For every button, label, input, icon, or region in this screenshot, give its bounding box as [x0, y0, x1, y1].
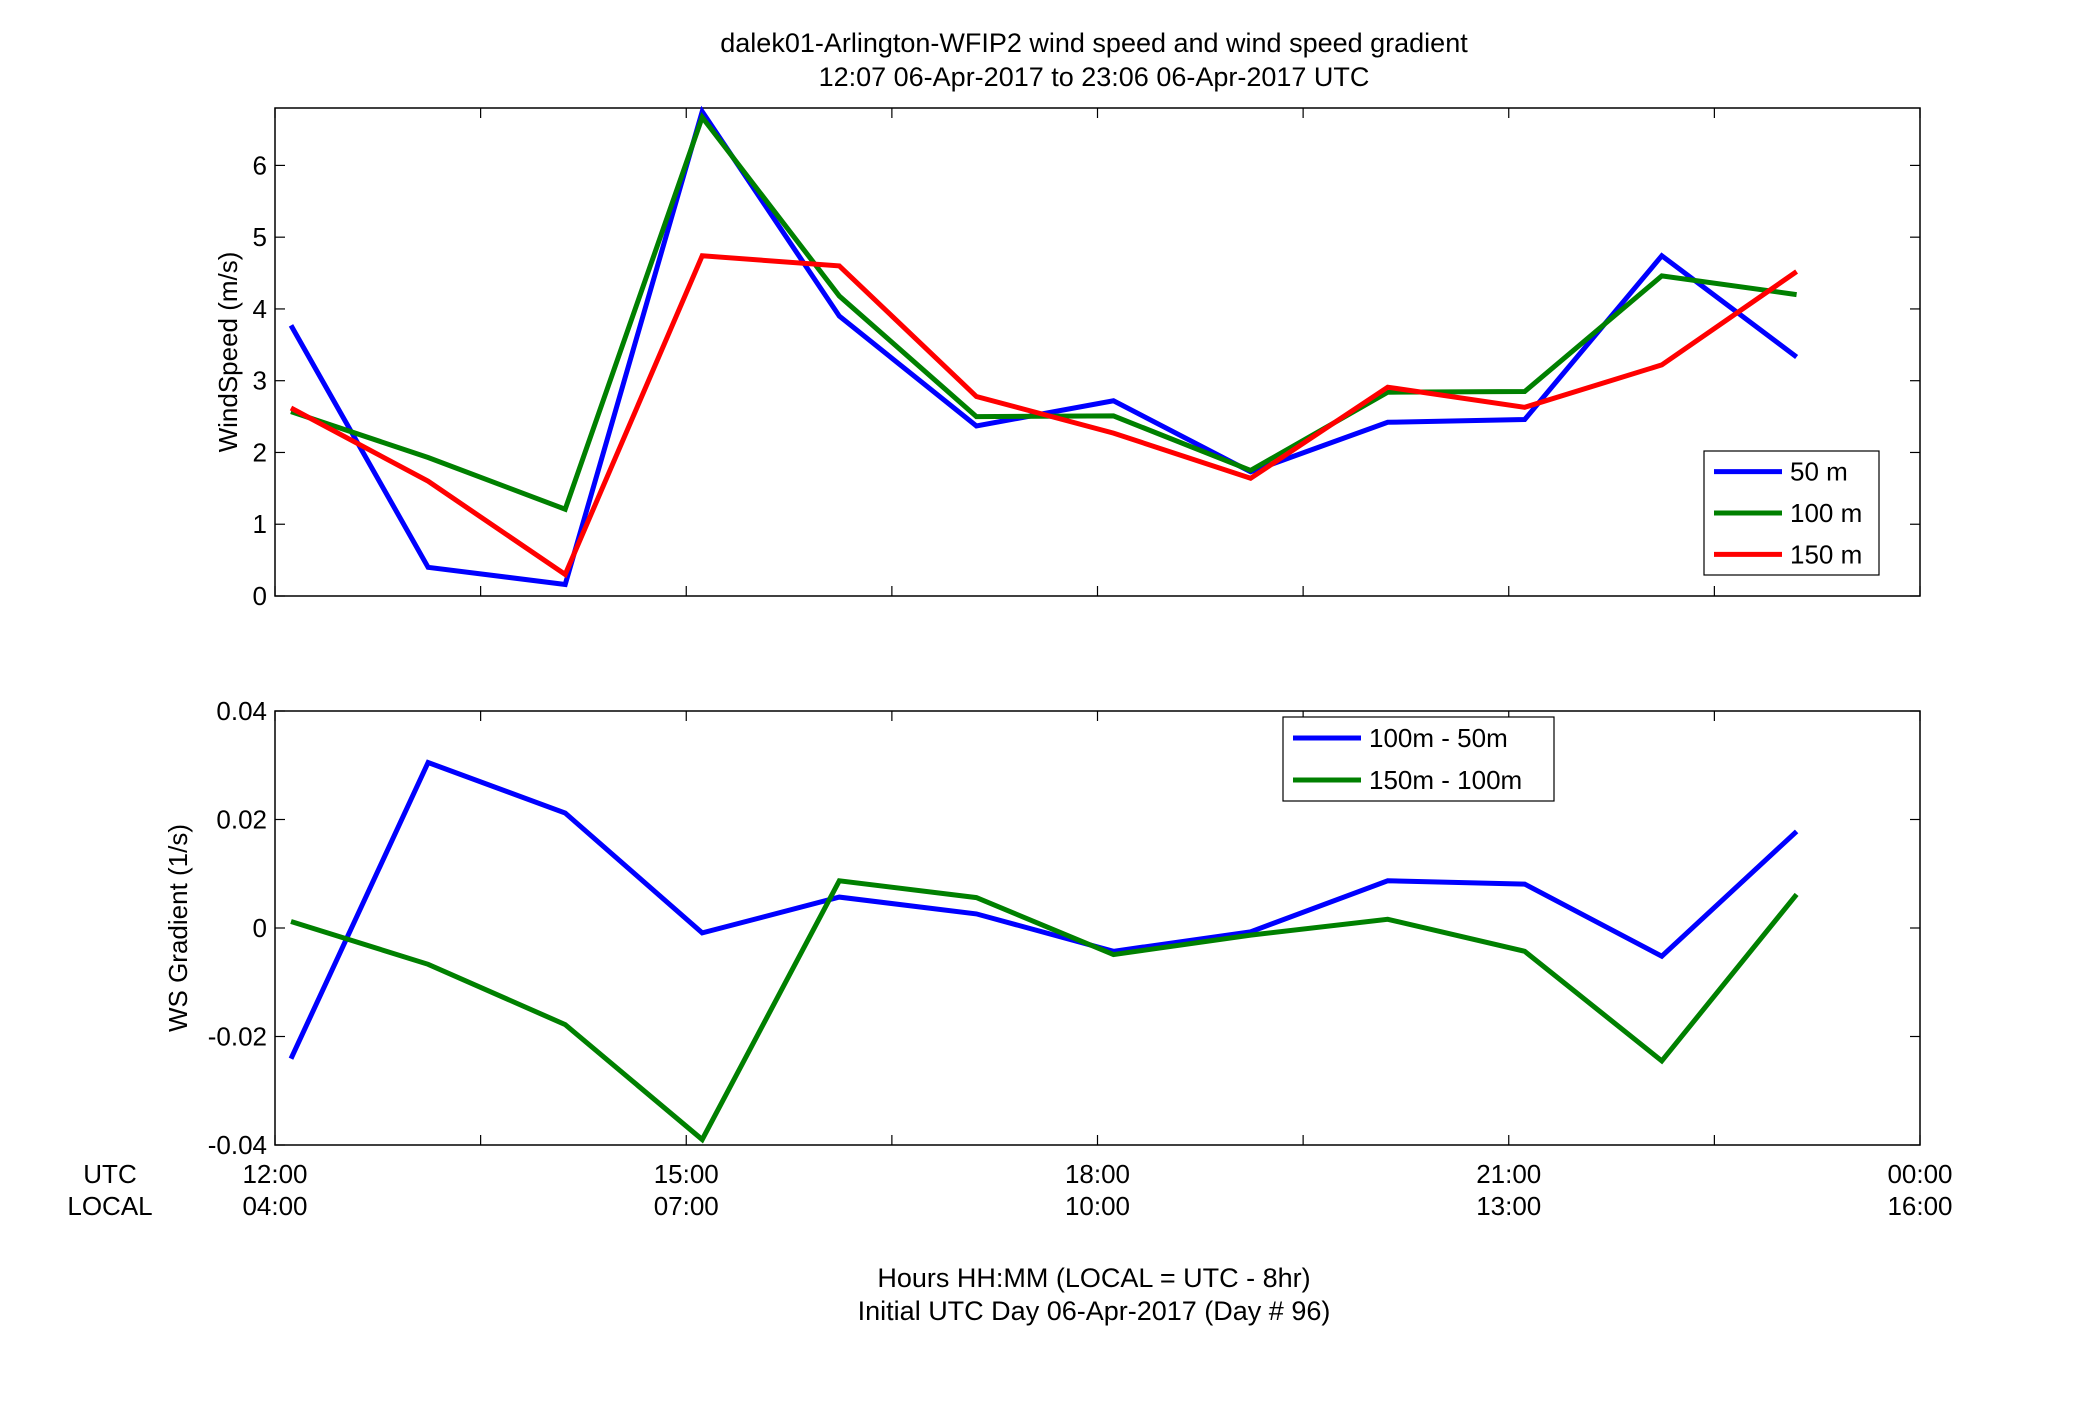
gradient-y-axis-label: WS Gradient (1/s): [163, 824, 193, 1032]
series-line: [288, 759, 1799, 1060]
y-tick-label: -0.02: [208, 1022, 267, 1052]
y-tick-label: 5: [253, 222, 267, 252]
utc-tick-label: 21:00: [1476, 1159, 1541, 1189]
local-tick-labels: 04:00 07:00 10:00 13:00 16:00: [242, 1191, 1952, 1221]
legend-entry: 100m - 50m: [1369, 723, 1508, 753]
y-tick-label: 4: [253, 294, 267, 324]
legend-entry: 100 m: [1790, 498, 1862, 528]
local-row-label: LOCAL: [67, 1191, 152, 1221]
legend-entry: 150 m: [1790, 539, 1862, 569]
local-tick-label: 04:00: [242, 1191, 307, 1221]
series-line: [289, 253, 1799, 579]
y-tick-label: 0: [253, 581, 267, 611]
utc-tick-labels: 12:00 15:00 18:00 21:00 00:00: [242, 1159, 1952, 1189]
gradient-x-ticks: [274, 711, 1921, 1145]
y-tick-label: 0.04: [216, 696, 267, 726]
y-tick-label: 0.02: [216, 805, 267, 835]
chart-title-line2: 12:07 06-Apr-2017 to 23:06 06-Apr-2017 U…: [819, 62, 1370, 92]
y-tick-label: 1: [253, 509, 267, 539]
y-tick-label: 0: [253, 913, 267, 943]
utc-tick-label: 15:00: [654, 1159, 719, 1189]
y-tick-label: 2: [253, 437, 267, 467]
series-line: [290, 878, 1799, 1144]
legend-entry: 50 m: [1790, 457, 1848, 487]
local-tick-label: 10:00: [1065, 1191, 1130, 1221]
utc-tick-label: 00:00: [1887, 1159, 1952, 1189]
x-axis-label-line2: Initial UTC Day 06-Apr-2017 (Day # 96): [858, 1296, 1331, 1326]
legend-entry: 150m - 100m: [1369, 765, 1522, 795]
y-tick-label: -0.04: [208, 1130, 267, 1160]
x-axis-label-line1: Hours HH:MM (LOCAL = UTC - 8hr): [877, 1263, 1310, 1293]
local-tick-label: 07:00: [654, 1191, 719, 1221]
chart-title-line1: dalek01-Arlington-WFIP2 wind speed and w…: [720, 28, 1468, 58]
y-tick-label: 6: [253, 150, 267, 180]
gradient-legend: 100m - 50m 150m - 100m: [1282, 716, 1555, 802]
utc-tick-label: 12:00: [242, 1159, 307, 1189]
local-tick-label: 13:00: [1476, 1191, 1541, 1221]
windspeed-y-ticks: 0 1 2 3 4 5 6: [253, 150, 1920, 611]
gradient-panel: -0.04 -0.02 0 0.02 0.04 WS Gradient (1/s) 10…: [163, 696, 1921, 1160]
gradient-series: [288, 759, 1799, 1144]
utc-row-label: UTC: [83, 1159, 136, 1189]
legend-box: [1282, 716, 1555, 802]
windspeed-legend: 50 m 100 m 150 m: [1703, 450, 1880, 576]
windspeed-plot-frame: [274, 107, 1921, 597]
utc-tick-label: 18:00: [1065, 1159, 1130, 1189]
gradient-y-ticks: -0.04 -0.02 0 0.02 0.04: [208, 696, 1920, 1160]
y-tick-label: 3: [253, 366, 267, 396]
windspeed-x-ticks: [274, 108, 1921, 596]
local-tick-label: 16:00: [1887, 1191, 1952, 1221]
windspeed-series: [288, 105, 1799, 588]
windspeed-y-axis-label: WindSpeed (m/s): [213, 252, 243, 453]
gradient-plot-frame: [274, 710, 1921, 1146]
windspeed-panel: 0 1 2 3 4 5 6 WindSpeed (m/s) 50 m 100 m 150 m: [213, 105, 1921, 611]
